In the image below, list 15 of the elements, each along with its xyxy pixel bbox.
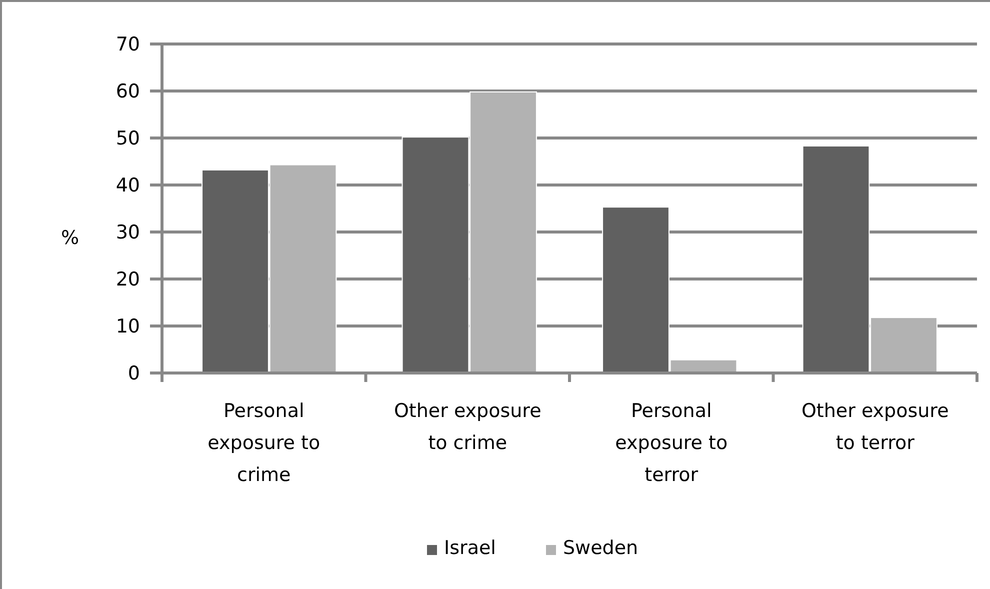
y-tick-label: 40: [116, 174, 140, 197]
x-tick-label: Other exposure to crime: [394, 400, 542, 454]
legend-label: Sweden: [563, 537, 638, 559]
y-tick-label: 60: [116, 80, 140, 103]
y-axis-title: %: [60, 227, 80, 249]
y-tick-label: 30: [116, 222, 140, 244]
y-tick-label: 50: [116, 128, 140, 150]
legend-label: Israel: [444, 537, 496, 559]
x-tick-label: Personal exposure to terror: [615, 400, 728, 486]
x-tick-label: Personal exposure to crime: [208, 400, 320, 486]
y-tick-label: 70: [116, 34, 140, 56]
y-tick-label: 10: [116, 316, 140, 338]
y-tick-label: 0: [128, 362, 140, 385]
y-tick-label: 20: [116, 268, 140, 291]
x-tick-label: Other exposure to terror: [801, 400, 949, 454]
